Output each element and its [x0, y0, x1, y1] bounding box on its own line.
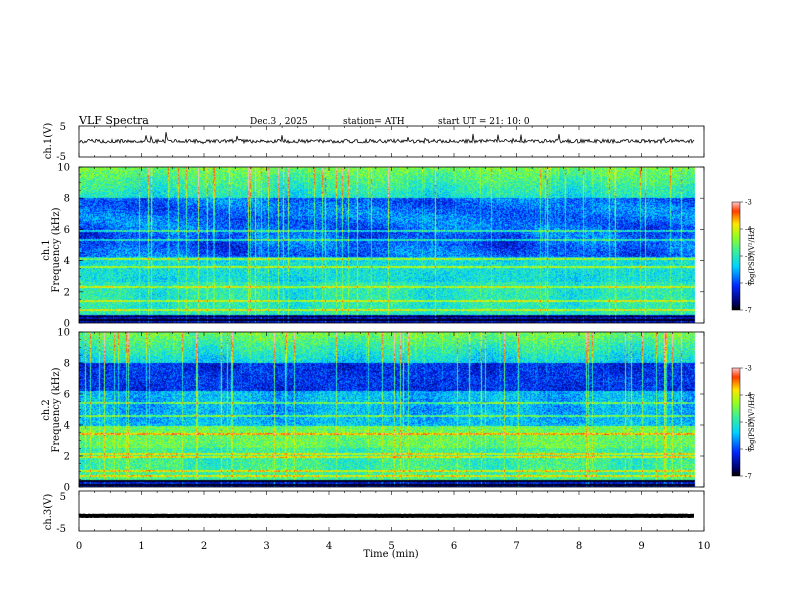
x-tick-label: 5 — [388, 541, 394, 552]
ch1-ytick-top: 5 — [60, 122, 66, 133]
colorbar-tick-label: -7 — [745, 473, 752, 481]
ch2-spectrogram-yticks: 0 2 4 6 8 10 — [57, 328, 704, 494]
ch1-waveform-ylabel: ch.1(V) — [43, 123, 54, 160]
figure-title: VLF Spectra — [78, 114, 149, 127]
ch3-waveform-frame — [78, 490, 705, 532]
ch3-waveform-panel: 5 -5 ch.3(V) — [43, 490, 705, 535]
y-tick-label: 10 — [57, 328, 70, 339]
ch2-colorbar-wrap — [732, 368, 740, 476]
ch2-colorbar-label: log(PSD)(V²/Hz) — [748, 393, 756, 450]
date-label: Dec.3 , 2025 — [250, 117, 308, 127]
x-axis-tick-labels: 0 1 2 3 4 5 6 7 8 9 10 — [76, 541, 711, 552]
colorbar-tick-label: -3 — [745, 199, 752, 207]
ch2-spectrogram-channel-label: ch.2 — [41, 399, 52, 421]
y-tick-label: 4 — [64, 421, 70, 432]
ch2-spectrogram-image — [79, 332, 704, 487]
x-tick-label: 10 — [698, 541, 711, 552]
y-tick-label: 4 — [64, 256, 70, 267]
ch1-waveform-line — [78, 132, 695, 145]
y-tick-label: 8 — [64, 359, 70, 370]
colorbar-tick-label: -4 — [745, 226, 752, 234]
ch2-spectrogram-ylabel: Frequency (kHz) — [51, 367, 62, 452]
ch1-colorbar-label: log(PSD)(V²/Hz) — [748, 227, 756, 284]
ch3-waveform-ticks — [78, 491, 705, 531]
colorbar-tick-label: -3 — [745, 365, 752, 373]
ch1-colorbar-wrap — [732, 202, 740, 310]
y-tick-label: 0 — [64, 319, 70, 330]
y-tick-label: 6 — [64, 225, 70, 236]
ch2-spectrogram-xticks — [78, 332, 705, 487]
ch3-ytick-top: 5 — [60, 492, 66, 503]
y-tick-label: 10 — [57, 163, 70, 174]
station-label: station= ATH — [343, 117, 405, 127]
colorbar-tick-label: -4 — [745, 392, 752, 400]
y-tick-label: 2 — [64, 452, 70, 463]
start-time-label: start UT = 21: 10: 0 — [438, 117, 530, 127]
x-tick-label: 8 — [576, 541, 582, 552]
ch1-spectrogram-image — [79, 167, 704, 323]
x-axis-label: Time (min) — [363, 549, 418, 560]
colorbar-tick-label: -5 — [745, 253, 752, 261]
ch2-colorbar-ticks: -3 -4 -5 -6 -7 — [740, 365, 752, 481]
ch1-colorbar-ticks: -3 -4 -5 -6 -7 — [740, 199, 752, 315]
ch1-spectrogram-yticks: 0 2 4 6 8 10 — [57, 163, 704, 330]
ch1-ytick-bottom: -5 — [56, 152, 66, 163]
ch1-spectrogram-channel-label: ch.1 — [41, 239, 52, 261]
ch1-spectrogram-image-wrap — [79, 167, 704, 323]
y-tick-label: 6 — [64, 390, 70, 401]
x-tick-label: 1 — [138, 541, 144, 552]
y-tick-label: 2 — [64, 287, 70, 298]
ch1-colorbar — [732, 202, 740, 310]
colorbar-tick-label: -6 — [745, 446, 752, 454]
colorbar-tick-label: -5 — [745, 419, 752, 427]
x-tick-label: 6 — [451, 541, 457, 552]
ch1-spectrogram-ylabel: Frequency (kHz) — [51, 207, 62, 292]
colorbar-tick-label: -7 — [745, 307, 752, 315]
ch3-waveform-ylabel: ch.3(V) — [43, 494, 54, 531]
x-tick-label: 3 — [263, 541, 269, 552]
y-tick-label: 8 — [64, 194, 70, 205]
ch1-waveform-panel: 5 -5 ch.1(V) — [43, 122, 705, 163]
ch2-colorbar — [732, 368, 740, 476]
x-tick-label: 0 — [76, 541, 82, 552]
ch1-spectrogram-xticks — [78, 167, 705, 323]
ch2-spectrogram-image-wrap — [79, 332, 704, 487]
x-tick-label: 9 — [638, 541, 644, 552]
y-tick-label: 0 — [64, 483, 70, 494]
x-tick-label: 2 — [201, 541, 207, 552]
x-tick-label: 7 — [513, 541, 519, 552]
colorbar-tick-label: -6 — [745, 280, 752, 288]
x-tick-label: 4 — [326, 541, 332, 552]
ch3-ytick-bottom: -5 — [56, 524, 66, 535]
ch1-waveform-ticks — [78, 126, 705, 157]
